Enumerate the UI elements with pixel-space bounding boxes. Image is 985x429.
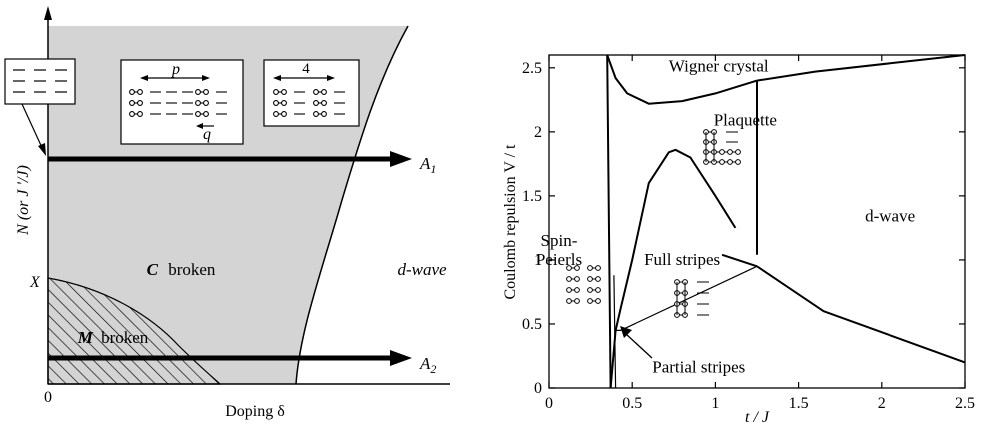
plaquette-icon xyxy=(703,129,741,165)
y-tick-label: 0 xyxy=(534,380,542,397)
chart-annotation: Wigner crystal xyxy=(669,57,769,76)
inset-p-label: p xyxy=(171,61,180,78)
pl-site xyxy=(735,149,741,155)
inset-p-rung xyxy=(195,89,209,95)
pl-site xyxy=(727,159,733,165)
inset-4-rung xyxy=(313,111,327,117)
sp-rung xyxy=(566,276,580,282)
partial-stripes-pointer-head xyxy=(620,326,632,338)
full-stripes-icon xyxy=(674,279,709,318)
chart-ylabel: Coulomb repulsion V / t xyxy=(502,144,519,300)
inset-dimers-pointer-head xyxy=(38,143,46,156)
sp-rung xyxy=(587,276,601,282)
x-tick-label: 0.5 xyxy=(622,395,642,412)
m-broken-text: broken xyxy=(101,328,149,347)
m-symbol: M xyxy=(77,328,94,347)
pl-site xyxy=(727,149,733,155)
x-tick-label: 2 xyxy=(878,395,886,412)
arrow-a2-head xyxy=(390,350,412,366)
inset-dimers-pointer xyxy=(21,103,45,153)
chart-annotation: Partial stripes xyxy=(652,358,745,377)
arrow-a1-label: A1 xyxy=(419,154,436,176)
region-m-label: M broken xyxy=(77,328,149,347)
arrow-a1-letter: A xyxy=(419,154,431,173)
arrow-a2-sub: 2 xyxy=(430,362,436,376)
y-tick-label: 0.5 xyxy=(522,316,542,333)
sp-rung xyxy=(587,287,601,293)
phase-boundary-line xyxy=(615,265,758,331)
inset-p-rung xyxy=(129,100,143,106)
inset-4-rung xyxy=(313,100,327,106)
partial-stripes-pointer xyxy=(625,333,653,359)
sp-rung xyxy=(566,265,580,271)
phase-boundary-line xyxy=(606,54,758,105)
phase-boundary-dwave xyxy=(295,25,409,385)
phase-boundary-line xyxy=(613,275,617,389)
sp-rung xyxy=(587,298,601,304)
inset-period-p: p q xyxy=(120,59,244,145)
arrow-a1-head xyxy=(390,151,412,167)
arrow-a1-sub: 1 xyxy=(430,162,436,176)
y-tick-label: 2 xyxy=(534,124,542,141)
x-tick-label: 2.5 xyxy=(955,395,975,412)
chart-annotation: Spin- xyxy=(541,231,578,250)
left-x-origin-label: 0 xyxy=(44,389,52,406)
inset-q-label: q xyxy=(203,126,211,143)
y-tick-label: 2.5 xyxy=(522,60,542,77)
x-tick-label: 1.5 xyxy=(789,395,809,412)
left-x-marker-label: X xyxy=(29,274,41,291)
chart-frame xyxy=(548,54,966,389)
chart-annotation: d-wave xyxy=(865,207,915,226)
inset-4-rung xyxy=(273,100,287,106)
pl-site xyxy=(719,159,725,165)
inset-p-rung xyxy=(129,111,143,117)
phase-boundary-line xyxy=(606,54,612,389)
sp-rung xyxy=(587,265,601,271)
inset-p-rungs xyxy=(129,89,227,117)
sp-rung xyxy=(566,287,580,293)
arrow-a2-label: A2 xyxy=(419,354,436,376)
inset-dimers xyxy=(4,58,76,156)
right-phase-chart: 0 0.5 1 1.5 2 2.5 0 0.5 1 1.5 2 2.5 t / J Coulomb r… xyxy=(502,54,975,426)
region-dwave-label: d-wave xyxy=(397,260,447,279)
inset-p-rung xyxy=(129,89,143,95)
chart-tick-labels: 0 0.5 1 1.5 2 2.5 0 0.5 1 1.5 2 2.5 xyxy=(522,60,975,412)
left-xlabel: Doping δ xyxy=(225,403,285,420)
sp-rung xyxy=(566,298,580,304)
inset-period-4: 4 xyxy=(263,59,360,127)
c-symbol: C xyxy=(147,260,159,279)
chart-annotations: Wigner crystal Plaquette d-wave Spin-Peierl… xyxy=(536,57,915,377)
pl-site xyxy=(719,149,725,155)
chart-boundary-lines xyxy=(606,54,966,389)
c-broken-text: broken xyxy=(168,260,216,279)
y-tick-label: 1 xyxy=(534,252,542,269)
phase-boundary-line xyxy=(756,265,966,364)
region-c-label: C broken xyxy=(147,260,216,279)
spin-peierls-icon xyxy=(566,265,601,304)
left-ylabel: N (or J '/J) xyxy=(15,165,32,236)
chart-xlabel: t / J xyxy=(745,409,770,426)
chart-annotation: Peierls xyxy=(536,250,582,269)
inset-4-label: 4 xyxy=(302,61,310,77)
left-phase-diagram: 0 Doping δ X N (or J '/J) C broken d-wav… xyxy=(4,6,450,420)
inset-4-rung xyxy=(273,89,287,95)
x-tick-label: 0 xyxy=(545,395,553,412)
inset-4-rungs xyxy=(273,89,345,117)
left-y-axis-arrowhead xyxy=(44,6,52,20)
pl-site xyxy=(735,159,741,165)
phase-boundary-line xyxy=(609,148,737,389)
phase-boundary-line xyxy=(756,54,966,82)
chart-annotation: Full stripes xyxy=(644,250,720,269)
y-tick-label: 1.5 xyxy=(522,188,542,205)
chart-annotation: Plaquette xyxy=(714,110,777,129)
arrow-a2-letter: A xyxy=(419,354,431,373)
inset-4-rung xyxy=(273,111,287,117)
x-tick-label: 1 xyxy=(711,395,719,412)
phase-boundary-line xyxy=(721,253,758,268)
inset-p-rung xyxy=(195,111,209,117)
inset-4-rung xyxy=(313,89,327,95)
inset-p-rung xyxy=(195,100,209,106)
